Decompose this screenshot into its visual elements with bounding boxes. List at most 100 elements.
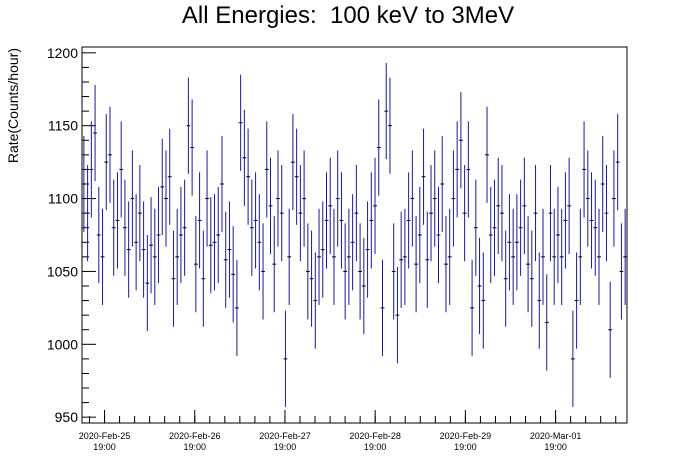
- y-tick-label: 1050: [47, 263, 78, 279]
- data-point: [119, 121, 124, 218]
- data-point: [388, 77, 392, 174]
- data-point: [350, 194, 355, 291]
- x-tick-time-label: 19:00: [364, 442, 387, 452]
- data-point: [182, 179, 187, 276]
- data-point: [574, 252, 579, 349]
- data-point: [503, 230, 508, 327]
- data-point: [402, 208, 407, 305]
- data-point: [559, 208, 564, 305]
- data-point: [160, 138, 165, 235]
- chart-title: All Energies: 100 keV to 3MeV: [181, 2, 515, 29]
- data-point: [246, 128, 251, 225]
- data-point: [328, 157, 333, 254]
- data-point: [231, 226, 236, 323]
- x-tick-time-label: 19:00: [454, 442, 477, 452]
- data-point: [399, 211, 404, 308]
- x-tick-date-label: 2020-Mar-01: [530, 431, 582, 441]
- data-point: [216, 186, 221, 284]
- data-point: [537, 252, 542, 349]
- data-point: [149, 197, 153, 294]
- data-point: [123, 179, 127, 276]
- data-point: [167, 128, 172, 225]
- data-point: [447, 208, 452, 305]
- data-point: [570, 310, 575, 407]
- data-point: [589, 172, 594, 269]
- data-point: [156, 186, 161, 284]
- data-point: [481, 252, 486, 349]
- data-point: [104, 114, 109, 211]
- data-point: [220, 135, 224, 233]
- data-point: [492, 179, 497, 276]
- data-point: [597, 208, 601, 305]
- data-point: [429, 165, 433, 262]
- data-point: [526, 216, 530, 313]
- data-point: [305, 223, 310, 320]
- data-point: [365, 201, 370, 298]
- data-point: [436, 186, 441, 284]
- data-point: [272, 216, 277, 313]
- data-point: [115, 172, 120, 269]
- data-point: [261, 223, 265, 320]
- data-point: [100, 208, 105, 305]
- data-point: [582, 121, 586, 218]
- data-point: [496, 157, 501, 254]
- data-point: [485, 106, 489, 203]
- data-point: [205, 150, 209, 247]
- data-point: [563, 172, 568, 269]
- data-point: [193, 216, 198, 313]
- y-tick-label: 1200: [47, 45, 78, 61]
- data-point: [179, 186, 183, 284]
- data-point: [376, 99, 381, 196]
- data-point: [335, 150, 340, 247]
- data-point: [380, 259, 385, 356]
- data-point: [111, 179, 116, 276]
- data-point: [556, 186, 560, 284]
- data-point: [473, 179, 478, 276]
- data-point: [421, 128, 426, 225]
- data-point: [137, 165, 142, 262]
- x-tick-date-label: 2020-Feb-27: [259, 431, 311, 441]
- data-point: [291, 114, 295, 211]
- data-point: [212, 194, 217, 291]
- data-point: [585, 150, 590, 247]
- data-point: [85, 165, 90, 262]
- data-point: [108, 106, 112, 203]
- x-tick-time-label: 19:00: [93, 442, 116, 452]
- data-point: [604, 165, 609, 262]
- data-point: [313, 252, 318, 349]
- y-tick-label: 1150: [48, 118, 78, 134]
- data-point: [208, 197, 213, 294]
- data-point: [298, 165, 303, 262]
- data-point: [477, 237, 482, 335]
- data-point: [417, 186, 422, 284]
- data-point: [612, 150, 616, 247]
- data-point: [593, 179, 598, 276]
- data-point: [152, 208, 157, 305]
- data-point: [171, 230, 176, 327]
- x-tick-date-label: 2020-Feb-29: [440, 431, 492, 441]
- data-point: [533, 165, 538, 262]
- data-point: [406, 172, 411, 269]
- y-tick-label: 1000: [47, 336, 78, 352]
- data-point: [358, 223, 362, 320]
- data-point: [257, 194, 262, 291]
- data-point: [268, 157, 273, 254]
- data-point: [141, 201, 146, 298]
- data-point: [410, 150, 415, 247]
- data-point: [283, 310, 288, 407]
- data-point: [294, 128, 299, 225]
- x-tick-time-label: 19:00: [183, 442, 206, 452]
- data-point: [414, 216, 418, 313]
- data-point: [242, 109, 247, 206]
- x-tick-time-label: 19:00: [274, 442, 297, 452]
- data-point: [89, 121, 94, 218]
- x-tick-time-label: 19:00: [544, 442, 567, 452]
- data-point: [361, 237, 366, 335]
- data-point: [190, 99, 195, 196]
- data-point: [130, 150, 135, 247]
- data-point: [514, 194, 519, 291]
- data-point: [175, 208, 180, 305]
- data-point: [324, 172, 329, 269]
- data-point: [391, 223, 396, 320]
